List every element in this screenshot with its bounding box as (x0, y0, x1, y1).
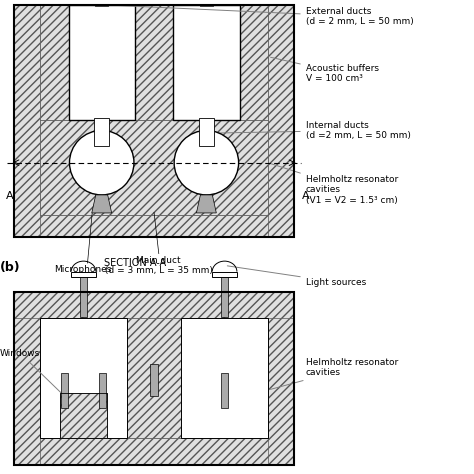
Bar (14, 438, 294, 465)
Bar (127, 318, 182, 438)
Bar (173, 5, 239, 120)
Text: A: A (6, 191, 13, 201)
Circle shape (70, 130, 134, 195)
Bar (40, 318, 127, 438)
Bar (60, 392, 107, 438)
Bar (94, 118, 109, 146)
Polygon shape (196, 195, 216, 213)
Bar (60, 392, 107, 438)
Text: (b): (b) (0, 261, 21, 274)
Bar (212, 272, 237, 277)
Text: Acoustic buffers
V = 100 cm³: Acoustic buffers V = 100 cm³ (271, 57, 379, 83)
Bar (14, 5, 40, 237)
Bar (14, 215, 294, 237)
Polygon shape (92, 195, 112, 213)
Bar (14, 292, 40, 465)
Bar (268, 292, 294, 465)
Bar (199, 118, 214, 146)
Bar (80, 277, 87, 317)
Circle shape (174, 130, 238, 195)
Bar (14, 292, 294, 465)
Bar (71, 272, 96, 277)
Bar (268, 5, 294, 237)
Bar (150, 364, 158, 396)
Bar (182, 318, 268, 438)
Bar (40, 5, 69, 120)
Text: Internal ducts
(d =2 mm, L = 50 mm): Internal ducts (d =2 mm, L = 50 mm) (217, 121, 410, 140)
Bar (14, 5, 294, 237)
Bar (61, 373, 68, 408)
Bar (221, 277, 228, 317)
Text: Helmholtz resonator
cavities
(V1 = V2 = 1.5³ cm): Helmholtz resonator cavities (V1 = V2 = … (271, 164, 398, 204)
Bar (14, 292, 294, 318)
Text: Helmholtz resonator
cavities: Helmholtz resonator cavities (271, 358, 398, 389)
Bar (95, 5, 109, 6)
Bar (239, 5, 268, 120)
Text: SECTION A-A: SECTION A-A (104, 258, 166, 268)
Bar (221, 373, 228, 408)
Bar (40, 120, 268, 215)
Text: A: A (302, 191, 310, 201)
Text: Microphones: Microphones (54, 265, 111, 274)
Bar (69, 5, 135, 120)
Text: Windows: Windows (0, 349, 63, 394)
Bar (99, 373, 106, 408)
Text: Main duct
(d = 3 mm, L = 35 mm): Main duct (d = 3 mm, L = 35 mm) (105, 256, 213, 275)
Text: External ducts
(d = 2 mm, L = 50 mm): External ducts (d = 2 mm, L = 50 mm) (104, 5, 413, 26)
Bar (200, 5, 213, 6)
Text: Light sources: Light sources (228, 266, 366, 286)
Bar (135, 5, 173, 120)
